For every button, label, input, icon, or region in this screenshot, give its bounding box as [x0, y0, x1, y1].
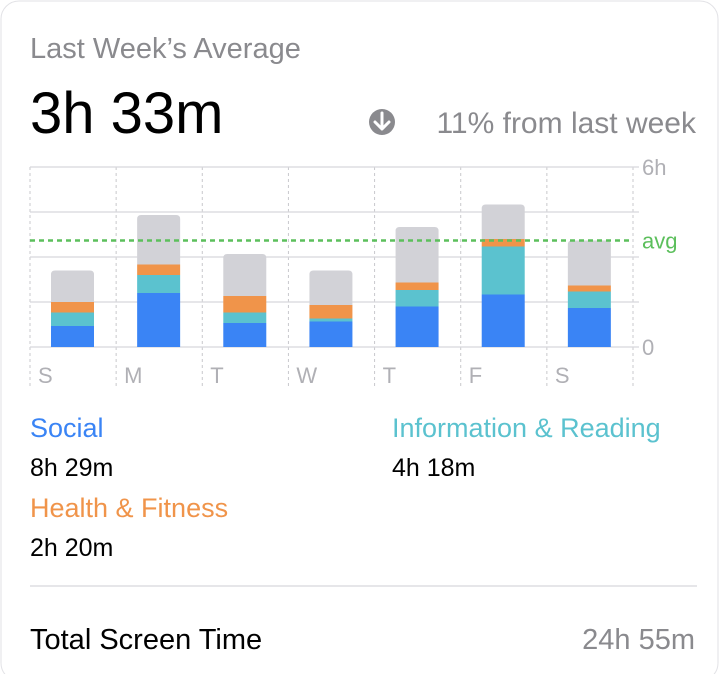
x-tick-label: S — [38, 363, 53, 388]
y-tick-label: 0 — [642, 335, 654, 360]
legend-name: Health & Fitness — [30, 493, 228, 523]
bar-segment — [309, 305, 353, 319]
bar-segment — [137, 275, 181, 293]
bar-segment — [395, 227, 439, 283]
bar-segment — [309, 321, 353, 347]
bar-segment — [481, 204, 525, 239]
bar-segment — [51, 302, 94, 313]
bar-segment — [309, 318, 353, 322]
average-label: avg — [642, 229, 677, 254]
bar-segment — [309, 270, 353, 305]
bar-segment — [223, 323, 267, 347]
bar-segment — [567, 308, 611, 347]
bar-segment — [567, 285, 611, 292]
legend-name: Social — [30, 413, 104, 443]
bar-segment — [51, 326, 94, 347]
bar-segment — [51, 270, 94, 302]
bar-segment — [223, 296, 267, 313]
legend-total: 4h 18m — [392, 454, 475, 482]
down-arrow-icon — [369, 109, 395, 135]
bar-segment — [567, 240, 611, 286]
bar-segment — [481, 239, 525, 247]
bar-segment — [395, 306, 439, 347]
legend-total: 8h 29m — [30, 454, 113, 482]
bar-segment — [137, 264, 181, 275]
legend-total: 2h 20m — [30, 534, 113, 562]
legend-name: Information & Reading — [392, 413, 661, 443]
bar-segment — [481, 246, 525, 295]
x-tick-label: T — [210, 363, 223, 388]
footer-label: Total Screen Time — [30, 624, 262, 656]
bar-segment — [567, 291, 611, 308]
bar-segment — [137, 293, 181, 347]
headline: 3h 33m — [30, 81, 223, 146]
x-tick-label: F — [469, 363, 482, 388]
bar-segment — [395, 282, 439, 290]
bar-segment — [481, 294, 525, 347]
bar-segment — [395, 290, 439, 307]
y-tick-label: 6h — [642, 155, 666, 180]
change: 11% from last week — [436, 107, 697, 140]
x-tick-label: W — [296, 363, 317, 388]
bar-segment — [223, 254, 267, 296]
x-tick-label: S — [555, 363, 570, 388]
bar-segment — [223, 312, 267, 323]
x-tick-label: M — [124, 363, 142, 388]
bar-segment — [51, 312, 94, 326]
x-tick-label: T — [383, 363, 396, 388]
footer-value: 24h 55m — [582, 624, 695, 656]
title: Last Week’s Average — [30, 33, 301, 65]
